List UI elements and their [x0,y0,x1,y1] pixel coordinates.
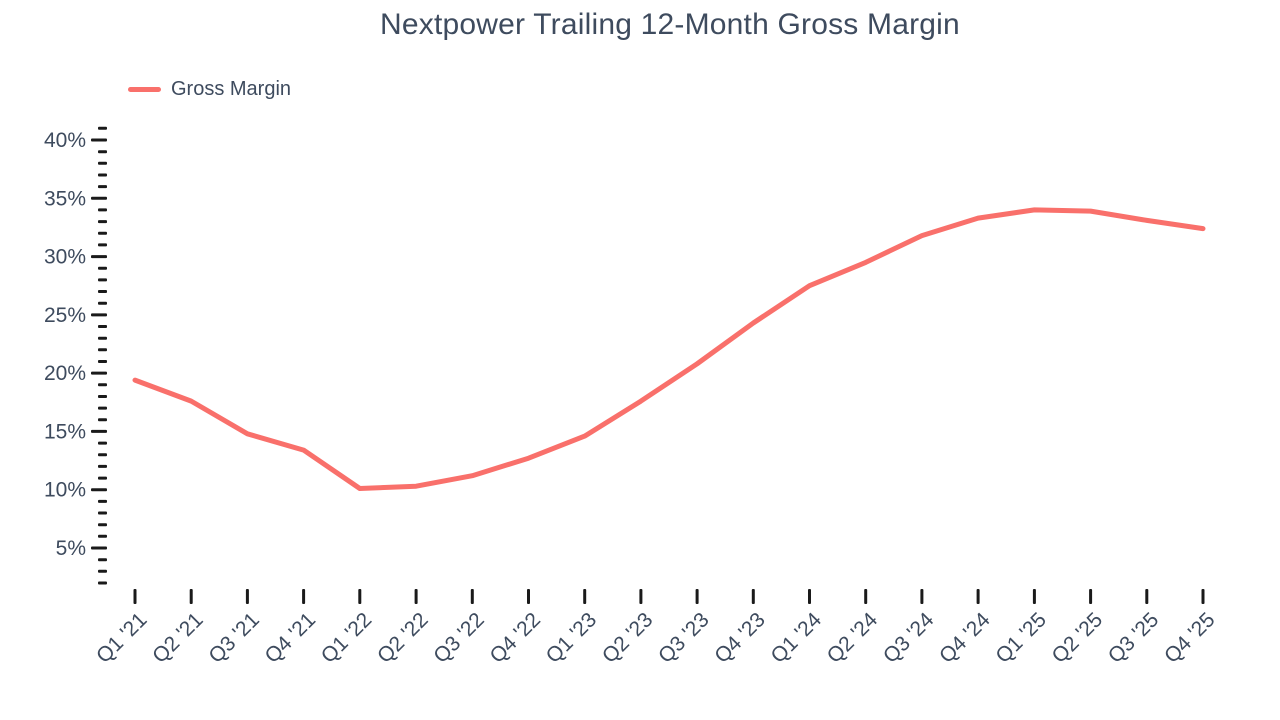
y-minor-tick [98,208,107,212]
legend-label: Gross Margin [171,78,292,100]
x-tick [808,589,811,604]
y-minor-tick [98,126,107,130]
legend-line-swatch [128,87,161,92]
x-axis-label: Q4 '22 [485,608,545,668]
y-minor-tick [98,418,107,422]
chart-title: Nextpower Trailing 12-Month Gross Margin [380,8,960,41]
y-minor-tick [98,161,107,165]
x-axis-label: Q3 '22 [429,608,489,668]
y-minor-tick [98,220,107,224]
x-tick [1145,589,1149,604]
y-minor-tick [98,231,107,235]
x-axis-label: Q3 '23 [654,608,714,668]
x-tick [583,589,587,604]
y-axis-label: 35% [44,187,86,210]
x-tick [470,589,474,604]
x-tick [133,589,137,604]
y-major-tick [91,138,107,142]
y-minor-tick [98,185,107,189]
x-axis-label: Q1 '23 [542,608,602,668]
y-minor-tick [98,581,107,585]
y-minor-tick [98,383,107,387]
y-minor-tick [98,523,107,527]
y-minor-tick [98,336,107,340]
y-minor-tick [98,406,107,410]
y-major-tick [91,313,107,317]
legend: Gross Margin [128,78,291,101]
x-tick [1089,589,1093,604]
x-tick [302,589,306,604]
y-axis-label: 30% [44,246,86,269]
y-major-tick [91,488,107,492]
y-minor-tick [98,301,107,305]
x-axis-label: Q1 '24 [766,608,826,668]
y-minor-tick [98,476,107,480]
y-major-tick [91,371,107,375]
y-major-tick [91,196,107,200]
x-tick [414,589,418,604]
y-minor-tick [98,348,107,352]
y-minor-tick [98,569,107,573]
y-minor-tick [98,453,107,457]
x-tick [695,589,699,604]
y-axis-label: 40% [44,129,86,152]
x-tick [358,589,362,604]
x-tick [527,589,530,604]
x-axis-label: Q2 '24 [823,608,883,668]
y-major-tick [91,255,107,259]
x-tick [245,589,249,604]
y-minor-tick [98,511,107,515]
x-tick [976,589,980,604]
x-tick [639,589,643,604]
y-axis-label: 10% [44,479,86,502]
y-axis-labels: 5% 10% 15% 20% 25% 30% 35% 40% [44,129,86,560]
y-minor-tick [98,558,107,562]
y-minor-tick [98,173,107,177]
x-axis-label: Q3 '21 [204,608,264,668]
y-axis-label: 20% [44,362,86,385]
x-axis-label: Q2 '21 [148,608,208,668]
x-axis-label: Q1 '21 [92,608,152,668]
y-minor-tick [98,150,107,154]
x-tick [1032,589,1036,604]
x-axis-label: Q1 '25 [991,608,1051,668]
x-tick [864,589,868,604]
y-minor-tick [98,266,107,270]
x-tick [920,589,924,604]
y-axis-label: 15% [44,420,86,443]
y-axis-ticks [91,126,107,585]
y-minor-tick [98,464,107,468]
x-axis-label: Q4 '25 [1160,608,1220,668]
x-axis-label: Q2 '22 [373,608,433,668]
y-minor-tick [98,441,107,445]
x-axis-ticks [133,589,1205,604]
y-minor-tick [98,395,107,398]
x-axis-label: Q1 '22 [317,608,377,668]
y-minor-tick [98,290,107,293]
y-minor-tick [98,278,107,282]
y-minor-tick [98,360,107,363]
y-minor-tick [98,243,107,247]
x-axis-label: Q4 '21 [261,608,321,668]
x-axis-label: Q3 '25 [1104,608,1164,668]
y-minor-tick [98,325,107,328]
y-major-tick [91,429,107,433]
x-axis-label: Q3 '24 [879,608,939,668]
y-axis-label: 5% [56,537,86,560]
x-tick [1201,589,1205,604]
y-axis-label: 25% [44,304,86,327]
x-axis-label: Q2 '23 [598,608,658,668]
y-minor-tick [98,534,107,538]
x-axis-label: Q4 '24 [935,608,995,668]
x-tick [751,589,755,604]
x-axis-label: Q4 '23 [710,608,770,668]
y-minor-tick [98,499,107,503]
gross-margin-line [132,207,1206,491]
x-tick [189,589,193,604]
y-major-tick [91,546,107,550]
x-axis-label: Q2 '25 [1048,608,1108,668]
